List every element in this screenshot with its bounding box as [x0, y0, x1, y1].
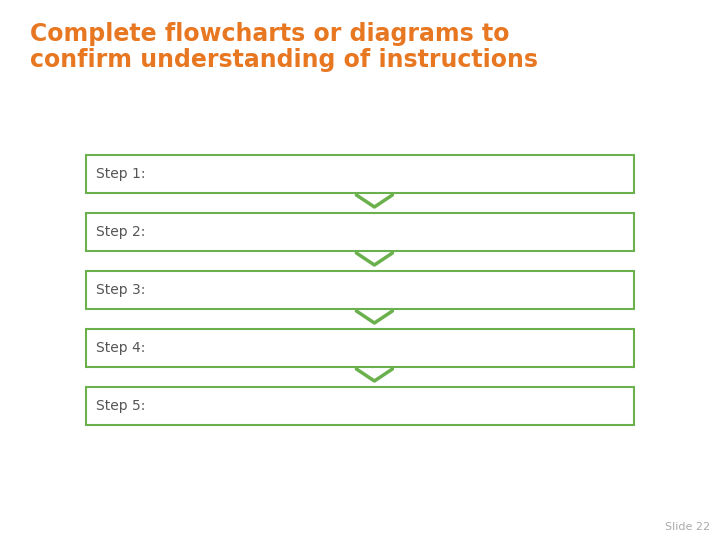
Text: Step 5:: Step 5:: [96, 399, 145, 413]
Bar: [86, 387, 634, 425]
Bar: [86, 329, 634, 367]
Bar: [86, 155, 634, 193]
Text: Slide 22: Slide 22: [665, 522, 710, 532]
Text: Step 4:: Step 4:: [96, 341, 145, 355]
Bar: [86, 271, 634, 309]
Text: Step 2:: Step 2:: [96, 225, 145, 239]
Text: Complete flowcharts or diagrams to: Complete flowcharts or diagrams to: [30, 22, 510, 46]
Text: confirm understanding of instructions: confirm understanding of instructions: [30, 49, 538, 72]
Text: Step 3:: Step 3:: [96, 283, 145, 297]
Bar: [86, 213, 634, 251]
Text: Step 1:: Step 1:: [96, 167, 146, 181]
